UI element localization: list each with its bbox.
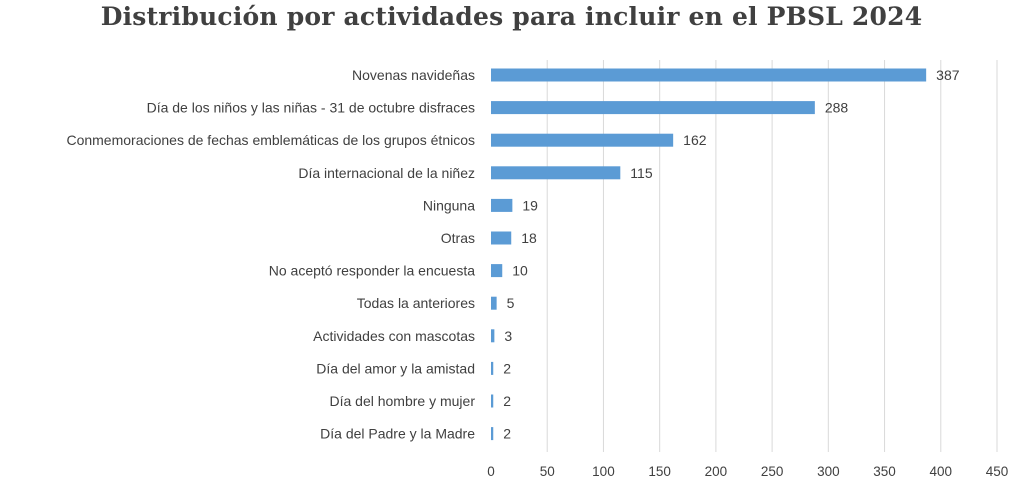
value-label: 2 (503, 393, 511, 409)
bar (491, 361, 494, 375)
category-label: Día del amor y la amistad (316, 360, 475, 376)
chart-title: Distribución por actividades para inclui… (100, 2, 923, 31)
category-label: Actividades con mascotas (313, 328, 475, 344)
category-labels: Novenas navideñas Día de los niños y las … (66, 67, 475, 442)
value-label: 115 (630, 165, 653, 181)
gridlines (546, 60, 998, 452)
category-label: Día del Padre y la Madre (320, 426, 475, 442)
bar (491, 198, 513, 212)
category-label: Conmemoraciones de fechas emblemáticas d… (66, 132, 475, 148)
bar (491, 68, 927, 82)
x-tick-label: 400 (930, 464, 953, 479)
bar (491, 166, 621, 180)
x-axis-ticks: 0 50 100 150 200 250 300 350 400 450 (487, 464, 1008, 479)
x-tick-label: 50 (540, 464, 555, 479)
category-label: Día del hombre y mujer (329, 393, 475, 409)
category-label: Día internacional de la niñez (298, 165, 475, 181)
category-label: Otras (441, 230, 475, 246)
x-tick-label: 350 (873, 464, 896, 479)
value-label: 5 (507, 295, 515, 311)
category-label: Ninguna (423, 197, 475, 213)
bars (491, 68, 927, 441)
x-tick-label: 150 (648, 464, 671, 479)
value-labels: 387 288 162 115 19 18 10 5 3 2 2 2 (503, 67, 959, 442)
category-label: Día de los niños y las niñas - 31 de oct… (147, 100, 475, 116)
bar (491, 296, 497, 310)
value-label: 2 (503, 360, 511, 376)
value-label: 19 (522, 197, 538, 213)
bar (491, 264, 503, 278)
value-label: 2 (503, 426, 511, 442)
bar (491, 231, 512, 245)
value-label: 288 (825, 100, 849, 116)
value-label: 387 (936, 67, 960, 83)
category-label: Novenas navideñas (352, 67, 475, 83)
bar (491, 394, 494, 408)
x-tick-label: 0 (487, 464, 495, 479)
x-tick-label: 250 (761, 464, 784, 479)
x-tick-label: 300 (817, 464, 840, 479)
category-label: Todas la anteriores (357, 295, 475, 311)
bar (491, 329, 495, 343)
bar (491, 101, 815, 115)
category-label: No aceptó responder la encuesta (269, 263, 475, 279)
x-tick-label: 200 (705, 464, 728, 479)
bar (491, 133, 674, 147)
bar (491, 427, 494, 441)
value-label: 18 (521, 230, 537, 246)
value-label: 10 (512, 263, 528, 279)
value-label: 3 (504, 328, 512, 344)
value-label: 162 (683, 132, 707, 148)
x-tick-label: 100 (592, 464, 615, 479)
x-tick-label: 450 (986, 464, 1009, 479)
